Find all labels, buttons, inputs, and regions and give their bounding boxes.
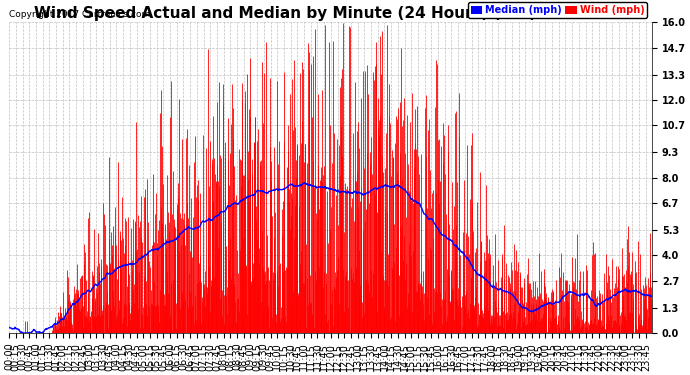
Title: Wind Speed Actual and Median by Minute (24 Hours) (Old) 20170618: Wind Speed Actual and Median by Minute (… (34, 6, 627, 21)
Text: Copyright 2017 Cartronics.com: Copyright 2017 Cartronics.com (9, 10, 150, 19)
Legend: Median (mph), Wind (mph): Median (mph), Wind (mph) (468, 2, 647, 18)
